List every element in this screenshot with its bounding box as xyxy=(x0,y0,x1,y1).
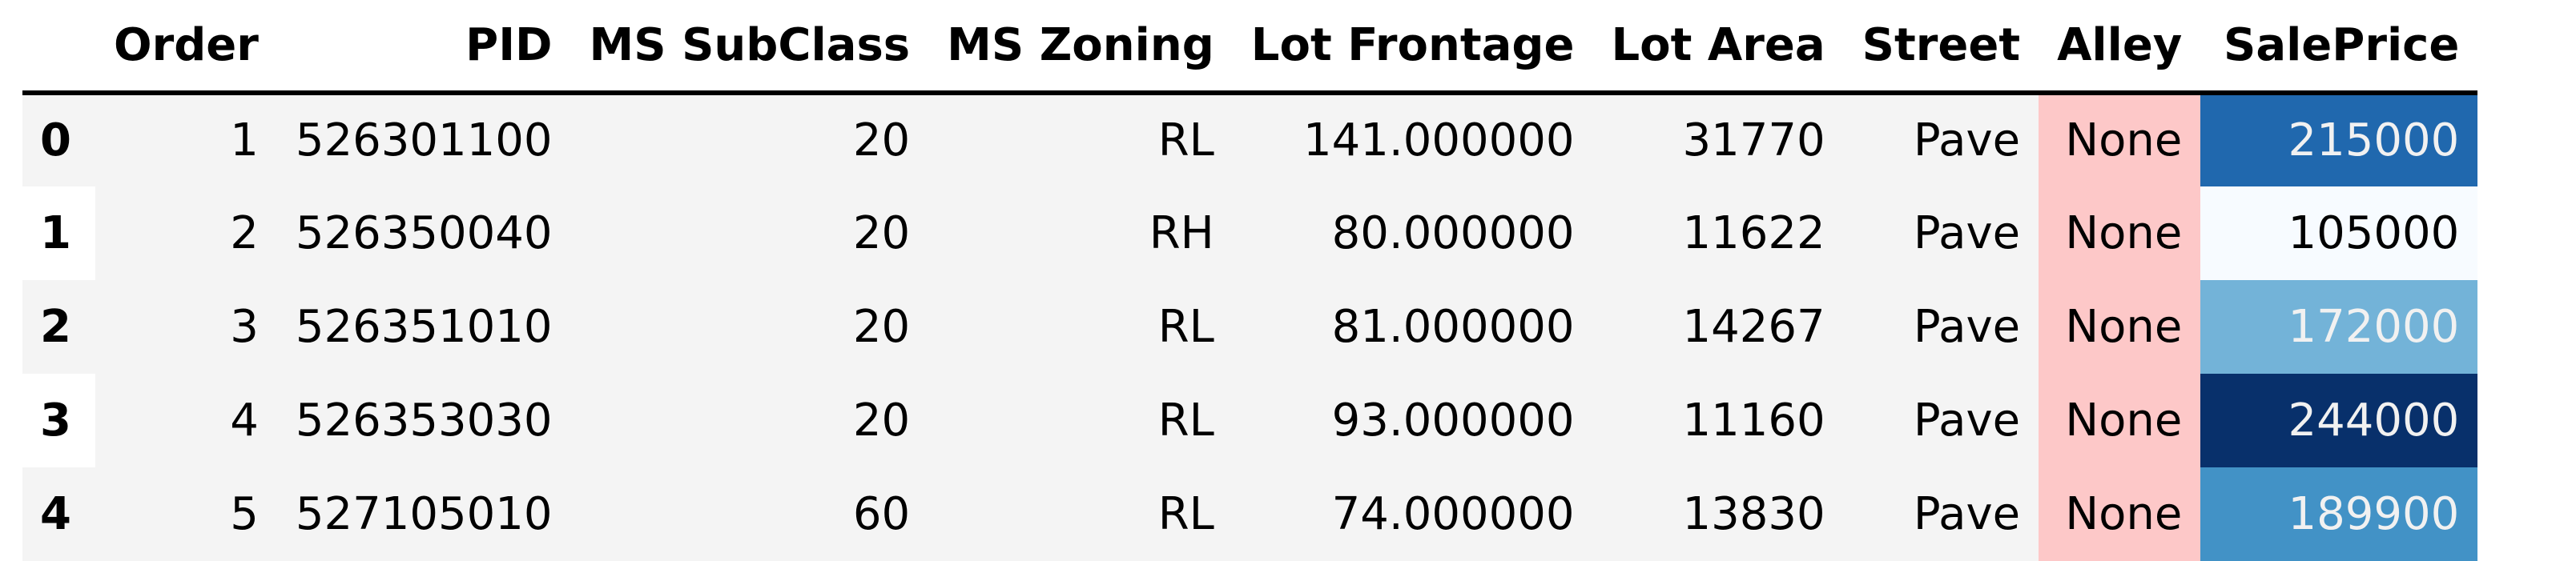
dataframe-table: Order PID MS SubClass MS Zoning Lot Fron… xyxy=(22,0,2478,561)
cell-saleprice: 105000 xyxy=(2200,186,2478,280)
cell-lot-frontage: 80.000000 xyxy=(1232,186,1593,280)
cell-lot-frontage: 93.000000 xyxy=(1232,374,1593,467)
column-header-ms-zoning: MS Zoning xyxy=(928,0,1233,95)
cell-ms-subclass: 20 xyxy=(570,374,929,467)
cell-lot-area: 14267 xyxy=(1592,280,1844,374)
cell-order: 2 xyxy=(95,186,277,280)
cell-pid: 526351010 xyxy=(276,280,571,374)
table-row: 1 2 526350040 20 RH 80.000000 11622 Pave… xyxy=(22,186,2478,280)
cell-alley: None xyxy=(2039,374,2201,467)
table-row: 3 4 526353030 20 RL 93.000000 11160 Pave… xyxy=(22,374,2478,467)
column-header-alley: Alley xyxy=(2039,0,2201,95)
cell-lot-area: 11622 xyxy=(1592,186,1844,280)
cell-street: Pave xyxy=(1843,467,2039,561)
cell-pid: 527105010 xyxy=(276,467,571,561)
cell-street: Pave xyxy=(1843,186,2039,280)
row-index: 3 xyxy=(22,374,95,467)
cell-street: Pave xyxy=(1843,280,2039,374)
cell-ms-zoning: RL xyxy=(928,93,1233,186)
column-header-order: Order xyxy=(95,0,277,95)
cell-lot-frontage: 81.000000 xyxy=(1232,280,1593,374)
dataframe-container: Order PID MS SubClass MS Zoning Lot Fron… xyxy=(22,0,2478,561)
column-header-index xyxy=(22,0,95,95)
cell-ms-zoning: RL xyxy=(928,280,1233,374)
table-header: Order PID MS SubClass MS Zoning Lot Fron… xyxy=(22,0,2478,95)
cell-alley: None xyxy=(2039,186,2201,280)
cell-ms-subclass: 20 xyxy=(570,280,929,374)
row-index: 1 xyxy=(22,186,95,280)
cell-saleprice: 189900 xyxy=(2200,467,2478,561)
cell-pid: 526301100 xyxy=(276,93,571,186)
cell-order: 5 xyxy=(95,467,277,561)
cell-ms-subclass: 60 xyxy=(570,467,929,561)
table-row: 2 3 526351010 20 RL 81.000000 14267 Pave… xyxy=(22,280,2478,374)
cell-lot-area: 13830 xyxy=(1592,467,1844,561)
cell-street: Pave xyxy=(1843,93,2039,186)
header-row: Order PID MS SubClass MS Zoning Lot Fron… xyxy=(22,0,2478,95)
cell-lot-area: 11160 xyxy=(1592,374,1844,467)
cell-pid: 526350040 xyxy=(276,186,571,280)
column-header-lot-frontage: Lot Frontage xyxy=(1232,0,1593,95)
row-index: 0 xyxy=(22,93,95,186)
cell-ms-zoning: RH xyxy=(928,186,1233,280)
column-header-street: Street xyxy=(1843,0,2039,95)
cell-lot-frontage: 74.000000 xyxy=(1232,467,1593,561)
column-header-pid: PID xyxy=(276,0,571,95)
cell-ms-subclass: 20 xyxy=(570,93,929,186)
cell-alley: None xyxy=(2039,467,2201,561)
cell-alley: None xyxy=(2039,280,2201,374)
cell-alley: None xyxy=(2039,93,2201,186)
column-header-ms-subclass: MS SubClass xyxy=(570,0,929,95)
cell-order: 4 xyxy=(95,374,277,467)
cell-order: 3 xyxy=(95,280,277,374)
cell-lot-area: 31770 xyxy=(1592,93,1844,186)
cell-street: Pave xyxy=(1843,374,2039,467)
cell-pid: 526353030 xyxy=(276,374,571,467)
cell-saleprice: 244000 xyxy=(2200,374,2478,467)
cell-ms-subclass: 20 xyxy=(570,186,929,280)
table-body: 0 1 526301100 20 RL 141.000000 31770 Pav… xyxy=(22,93,2478,561)
column-header-saleprice: SalePrice xyxy=(2200,0,2478,95)
cell-saleprice: 215000 xyxy=(2200,93,2478,186)
cell-order: 1 xyxy=(95,93,277,186)
table-row: 4 5 527105010 60 RL 74.000000 13830 Pave… xyxy=(22,467,2478,561)
cell-ms-zoning: RL xyxy=(928,374,1233,467)
cell-ms-zoning: RL xyxy=(928,467,1233,561)
column-header-lot-area: Lot Area xyxy=(1592,0,1844,95)
row-index: 4 xyxy=(22,467,95,561)
cell-saleprice: 172000 xyxy=(2200,280,2478,374)
table-row: 0 1 526301100 20 RL 141.000000 31770 Pav… xyxy=(22,93,2478,186)
row-index: 2 xyxy=(22,280,95,374)
cell-lot-frontage: 141.000000 xyxy=(1232,93,1593,186)
